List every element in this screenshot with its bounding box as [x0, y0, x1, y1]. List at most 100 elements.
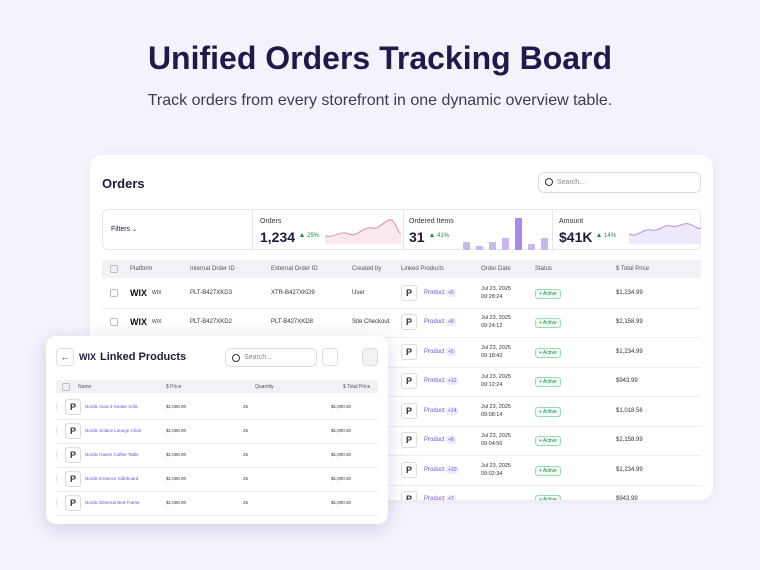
- price: $1,000.00: [166, 452, 187, 457]
- orders-sparkline: [325, 219, 401, 244]
- total-price: $1,000.00: [331, 404, 352, 409]
- product-name[interactable]: Nordic Haven Coffee Table: [85, 452, 139, 457]
- status-text: Active: [543, 467, 557, 474]
- status-badge: + Active: [535, 465, 561, 476]
- created-by: User: [352, 289, 365, 296]
- row-checkbox[interactable]: [56, 451, 64, 459]
- product-thumb: P: [401, 314, 417, 331]
- product-thumb: P: [65, 495, 81, 511]
- internal-id: PLT-B427XKD3: [190, 289, 232, 296]
- stat-value: 1,234: [260, 229, 296, 245]
- status-text: Active: [543, 438, 557, 445]
- row-divider: [102, 366, 701, 368]
- quantity: 25: [243, 476, 249, 481]
- order-date: Jul 23, 2025: [481, 285, 511, 292]
- product-link[interactable]: Product: [424, 466, 445, 473]
- order-date: Jul 23, 2025: [481, 403, 511, 410]
- back-button[interactable]: ←: [56, 348, 74, 366]
- status-badge: + Active: [535, 318, 561, 329]
- total-price: $1,234.99: [616, 289, 643, 296]
- row-checkbox[interactable]: [110, 288, 118, 297]
- row-divider: [102, 425, 701, 427]
- row-checkbox[interactable]: [110, 318, 118, 327]
- toolbar-button[interactable]: [362, 348, 378, 366]
- row-checkbox[interactable]: [56, 499, 64, 507]
- row-divider: [102, 484, 701, 486]
- total-price: $943.99: [616, 496, 638, 500]
- product-link[interactable]: Product: [424, 496, 445, 500]
- created-by: Site Checkout: [352, 319, 390, 326]
- product-link[interactable]: Product: [424, 319, 445, 326]
- total-price: $1,018.56: [616, 407, 643, 414]
- column-header: Internal Order ID: [190, 266, 235, 272]
- product-thumb: P: [401, 402, 417, 419]
- status-badge: + Active: [535, 347, 561, 358]
- row-divider: [56, 491, 378, 492]
- toolbar-button[interactable]: [342, 348, 358, 366]
- order-time: 09:18:42: [481, 352, 503, 359]
- filters-button[interactable]: Filters ⌄: [111, 226, 138, 233]
- platform-name: WIX: [152, 319, 162, 326]
- stat-label: Amount: [559, 218, 584, 225]
- page-subtitle: Track orders from every storefront in on…: [147, 92, 613, 109]
- status-text: Active: [543, 379, 557, 386]
- product-count: +5: [446, 288, 456, 297]
- status-badge: + Active: [535, 495, 561, 500]
- page-title: Unified Orders Tracking Board: [147, 40, 613, 76]
- search-input[interactable]: Search...: [538, 172, 701, 193]
- product-count: +7: [446, 495, 456, 500]
- stat-change: 14%: [597, 233, 616, 239]
- status-text: Active: [543, 408, 557, 415]
- product-name[interactable]: Nordic Aura 3-Seater Sofa: [85, 404, 138, 409]
- product-name[interactable]: Nordic Solace Lounge Chair: [85, 428, 142, 433]
- row-checkbox[interactable]: [56, 427, 64, 435]
- product-link[interactable]: Product: [424, 437, 445, 444]
- header-checkbox[interactable]: [62, 383, 70, 391]
- status-badge: + Active: [535, 436, 561, 447]
- search-input[interactable]: Search...: [225, 348, 317, 367]
- product-thumb: P: [65, 423, 81, 439]
- product-link[interactable]: Product: [424, 407, 445, 414]
- divider: [252, 210, 253, 251]
- price: $1,000.00: [166, 476, 187, 481]
- product-count: +12: [446, 377, 459, 386]
- price: $1,000.00: [166, 404, 187, 409]
- row-divider: [102, 396, 701, 397]
- row-divider: [102, 337, 701, 338]
- stat-value: 31: [409, 229, 425, 245]
- row-divider: [102, 455, 701, 456]
- product-thumb: P: [65, 471, 81, 487]
- product-link[interactable]: Product: [424, 348, 445, 355]
- table-header: [102, 260, 701, 278]
- row-divider: [102, 307, 701, 309]
- column-header: External Order ID: [271, 266, 318, 272]
- product-count: +5: [446, 347, 456, 356]
- stat-value: $41K: [559, 229, 593, 245]
- product-thumb: P: [401, 491, 417, 500]
- product-name[interactable]: Nordic Essence Sideboard: [85, 476, 139, 481]
- column-header: Name: [78, 384, 92, 390]
- product-count: +14: [446, 406, 459, 415]
- quantity: 25: [243, 500, 249, 505]
- product-count: +8: [446, 436, 456, 445]
- total-price: $943.99: [616, 378, 638, 385]
- row-checkbox[interactable]: [56, 475, 64, 483]
- platform-logo: WIX: [130, 287, 147, 298]
- product-link[interactable]: Product: [424, 378, 445, 385]
- total-price: $1,000.00: [331, 428, 352, 433]
- toolbar-button[interactable]: [322, 348, 338, 366]
- stats-strip: Filters ⌄ Orders 1,234 25% Ordered Items 31 4…: [102, 209, 701, 251]
- order-date: Jul 23, 2025: [481, 462, 511, 469]
- header-checkbox[interactable]: [110, 265, 118, 273]
- stat-change: 25%: [300, 233, 319, 239]
- order-date: Jul 23, 2025: [481, 344, 511, 351]
- row-checkbox[interactable]: [56, 403, 64, 411]
- row-divider: [56, 419, 378, 420]
- stat-change: 41%: [430, 233, 449, 239]
- product-name[interactable]: Nordic Ethereal Bed Frame: [85, 500, 140, 505]
- product-thumb: P: [401, 461, 417, 478]
- external-id: PLT-B427XKD8: [271, 319, 313, 326]
- product-link[interactable]: Product: [424, 289, 445, 296]
- stat-label: Ordered Items: [409, 218, 454, 225]
